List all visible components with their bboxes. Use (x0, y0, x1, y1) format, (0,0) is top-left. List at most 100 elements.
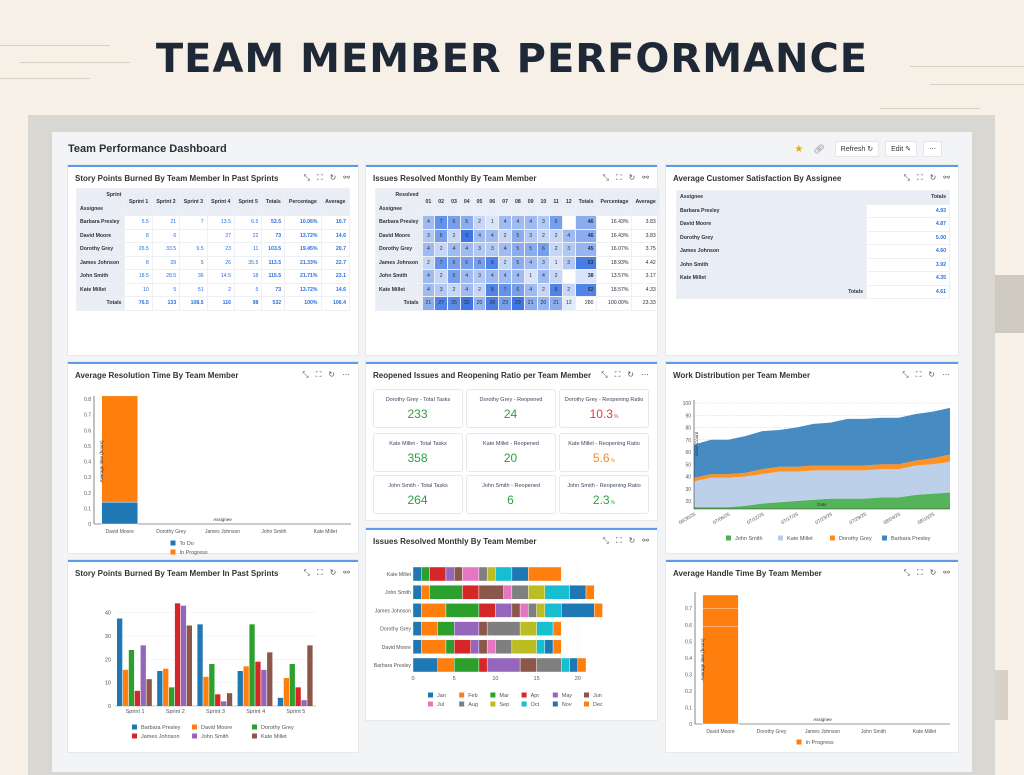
bar-david-moore[interactable] (203, 676, 209, 706)
refresh-button[interactable]: Refresh ↻ (834, 141, 880, 157)
bar-segment-aug[interactable] (536, 657, 562, 673)
bar-david-moore[interactable] (163, 668, 169, 706)
bar-james-johnson[interactable] (134, 690, 140, 706)
more-icon[interactable]: ⋯ (942, 370, 950, 379)
bar-segment-dec[interactable] (585, 585, 595, 600)
bar-segment-apr[interactable] (478, 603, 496, 618)
legend-swatch[interactable] (521, 701, 527, 707)
bar-segment-dec[interactable] (577, 657, 587, 673)
bar-segment-mar[interactable] (445, 603, 480, 618)
bar-james-johnson[interactable] (255, 661, 261, 706)
bar-kate-millet[interactable] (307, 645, 313, 706)
collapse-icon[interactable]: ⤡ (601, 370, 608, 379)
more-icon[interactable]: ⋯ (641, 370, 649, 379)
bar-john-smith[interactable] (301, 700, 307, 706)
fullscreen-icon[interactable]: ⛶ (315, 370, 322, 379)
link-icon[interactable]: ⚯ (943, 568, 950, 577)
bar-segment-mar[interactable] (445, 639, 455, 655)
edit-button[interactable]: Edit ✎ (885, 141, 917, 157)
bar-in-progress[interactable] (101, 395, 138, 503)
legend-swatch[interactable] (132, 733, 137, 739)
bar-segment-jun[interactable] (478, 639, 488, 655)
bar-segment-jul[interactable] (462, 566, 480, 582)
legend-swatch[interactable] (521, 692, 527, 698)
link-icon[interactable]: ⚯ (943, 173, 950, 182)
bar-segment-jan[interactable] (412, 603, 422, 618)
bar-segment-feb[interactable] (421, 585, 430, 600)
bar-segment-dec[interactable] (552, 621, 562, 636)
refresh-icon[interactable]: ↻ (627, 370, 634, 379)
collapse-icon[interactable]: ⤡ (602, 536, 609, 545)
refresh-icon[interactable]: ↻ (329, 568, 337, 577)
bar-barbara-presley[interactable] (277, 697, 284, 706)
bar-david-moore[interactable] (243, 666, 249, 706)
bar-kate-millet[interactable] (226, 693, 233, 706)
bar-james-johnson[interactable] (295, 687, 301, 706)
bar-john-smith[interactable] (221, 701, 227, 706)
refresh-icon[interactable]: ↻ (929, 173, 937, 182)
bar-david-moore[interactable] (122, 669, 129, 706)
bar-segment-sep[interactable] (536, 603, 546, 618)
refresh-icon[interactable]: ↻ (628, 536, 636, 545)
more-button[interactable]: ⋯ (923, 141, 942, 157)
fullscreen-icon[interactable]: ⛶ (316, 173, 323, 182)
collapse-icon[interactable]: ⤡ (303, 568, 310, 577)
bar-segment-feb[interactable] (421, 621, 438, 636)
more-icon[interactable]: ⋯ (342, 370, 350, 379)
bar-segment-jan[interactable] (412, 639, 422, 655)
bar-john-smith[interactable] (140, 645, 146, 706)
bar-david-moore[interactable] (283, 678, 289, 706)
bar-segment-apr[interactable] (478, 657, 488, 673)
refresh-icon[interactable]: ↻ (328, 370, 335, 379)
bar-segment-oct[interactable] (561, 657, 570, 673)
legend-swatch[interactable] (252, 733, 257, 739)
legend-swatch[interactable] (552, 701, 558, 707)
legend-swatch[interactable] (192, 724, 197, 730)
collapse-icon[interactable]: ⤡ (903, 173, 910, 182)
bar-barbara-presley[interactable] (157, 671, 163, 706)
fullscreen-icon[interactable]: ⛶ (614, 370, 621, 379)
legend-swatch[interactable] (490, 692, 496, 698)
bar-segment-apr[interactable] (429, 566, 447, 582)
bar-segment-oct[interactable] (536, 621, 554, 636)
bar-barbara-presley[interactable] (237, 671, 243, 706)
bar-kate-millet[interactable] (267, 652, 273, 706)
legend-swatch[interactable] (830, 535, 835, 541)
bar-segment-dec[interactable] (528, 566, 562, 582)
bar-john-smith[interactable] (180, 605, 187, 706)
bar-segment-feb[interactable] (437, 657, 455, 673)
refresh-icon[interactable]: ↻ (329, 173, 337, 182)
legend-swatch[interactable] (170, 549, 176, 555)
bar-segment-mar[interactable] (429, 585, 463, 600)
bar-segment-dec[interactable] (552, 639, 562, 655)
bar-segment-jan[interactable] (412, 657, 438, 673)
collapse-icon[interactable]: ⤡ (902, 370, 909, 379)
legend-swatch[interactable] (778, 535, 783, 541)
star-icon[interactable]: ★ (794, 143, 804, 155)
area-barbara-presley[interactable] (694, 407, 950, 478)
legend-swatch[interactable] (459, 692, 465, 698)
bar-segment-aug[interactable] (528, 603, 537, 618)
bar-james-johnson[interactable] (215, 694, 221, 706)
bar-segment-may[interactable] (470, 639, 480, 655)
bar-segment-jan[interactable] (412, 621, 422, 636)
bar-segment-oct[interactable] (544, 603, 562, 618)
link-icon[interactable]: ⚯ (642, 173, 649, 182)
link-icon[interactable]: ⚯ (343, 568, 350, 577)
collapse-icon[interactable]: ⤡ (302, 370, 309, 379)
bar-segment-jun[interactable] (511, 603, 521, 618)
legend-swatch[interactable] (584, 701, 589, 707)
bar-segment-nov[interactable] (569, 657, 578, 673)
bar-segment-jun[interactable] (478, 585, 504, 600)
bar-segment-aug[interactable] (511, 585, 529, 600)
bar-segment-aug[interactable] (495, 639, 513, 655)
fullscreen-icon[interactable]: ⛶ (615, 173, 622, 182)
legend-swatch[interactable] (726, 535, 731, 541)
legend-swatch[interactable] (490, 701, 496, 707)
fullscreen-icon[interactable]: ⛶ (916, 173, 923, 182)
refresh-icon[interactable]: ↻ (628, 173, 636, 182)
link-icon[interactable]: 🔗︎ (813, 143, 825, 154)
bar-dorothy-grey[interactable] (169, 687, 175, 706)
bar-segment-jan[interactable] (412, 585, 422, 600)
collapse-icon[interactable]: ⤡ (602, 173, 609, 182)
